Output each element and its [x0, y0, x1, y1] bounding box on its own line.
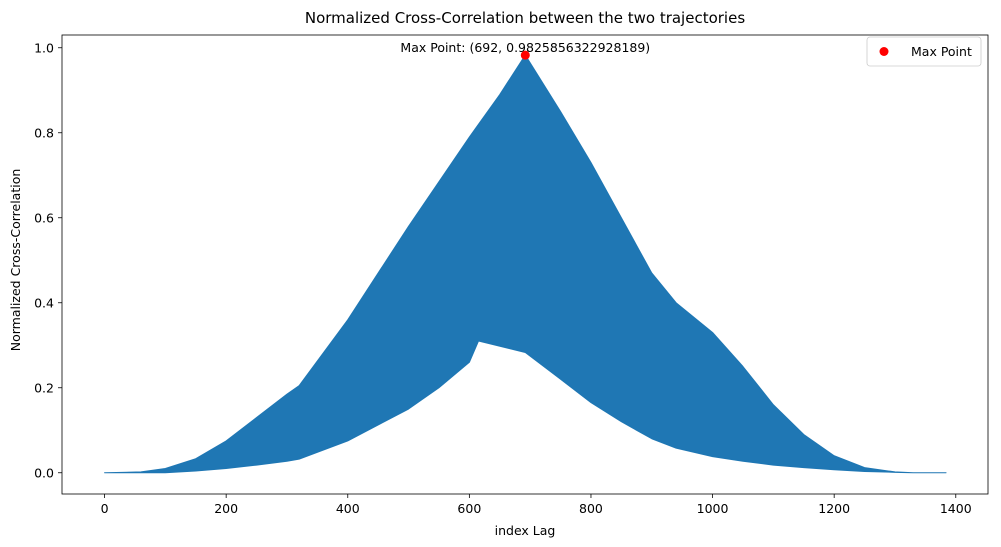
legend: Max Point	[866, 36, 982, 67]
y-tick-label: 1.0	[34, 40, 54, 55]
y-axis-label: Normalized Cross-Correlation	[8, 169, 23, 352]
legend-label-max-point: Max Point	[911, 44, 972, 59]
y-tick-label: 0.2	[34, 380, 54, 395]
y-tick-label: 0.8	[34, 125, 54, 140]
max-point-marker	[520, 50, 530, 60]
area-layer	[104, 54, 947, 474]
x-tick-label: 400	[336, 501, 360, 516]
marker-layer: Max Point: (692, 0.9825856322928189)	[400, 40, 650, 60]
legend-marker-max-point	[879, 47, 889, 56]
legend-box	[866, 36, 982, 67]
y-tick-label: 0.6	[34, 210, 54, 225]
x-tick-label: 200	[214, 501, 238, 516]
x-tick-label: 1200	[818, 501, 850, 516]
series-area-0	[104, 54, 947, 474]
y-tick-label: 0.4	[34, 295, 54, 310]
x-tick-label: 0	[101, 501, 109, 516]
x-tick-label: 600	[457, 501, 481, 516]
max-point-annotation: Max Point: (692, 0.9825856322928189)	[400, 40, 650, 55]
ticks-layer: 0 200 400 600 800 1000 1200 1400 0.0 0.2 0.4 0.6 0.8…	[34, 40, 972, 516]
x-tick-label: 1000	[697, 501, 729, 516]
x-tick-label: 800	[579, 501, 603, 516]
x-axis-label: index Lag	[495, 523, 556, 538]
x-tick-label: 1400	[940, 501, 972, 516]
chart-title: Normalized Cross-Correlation between the…	[305, 9, 745, 27]
axes-frame	[61, 34, 989, 495]
y-tick-label: 0.0	[34, 465, 54, 480]
